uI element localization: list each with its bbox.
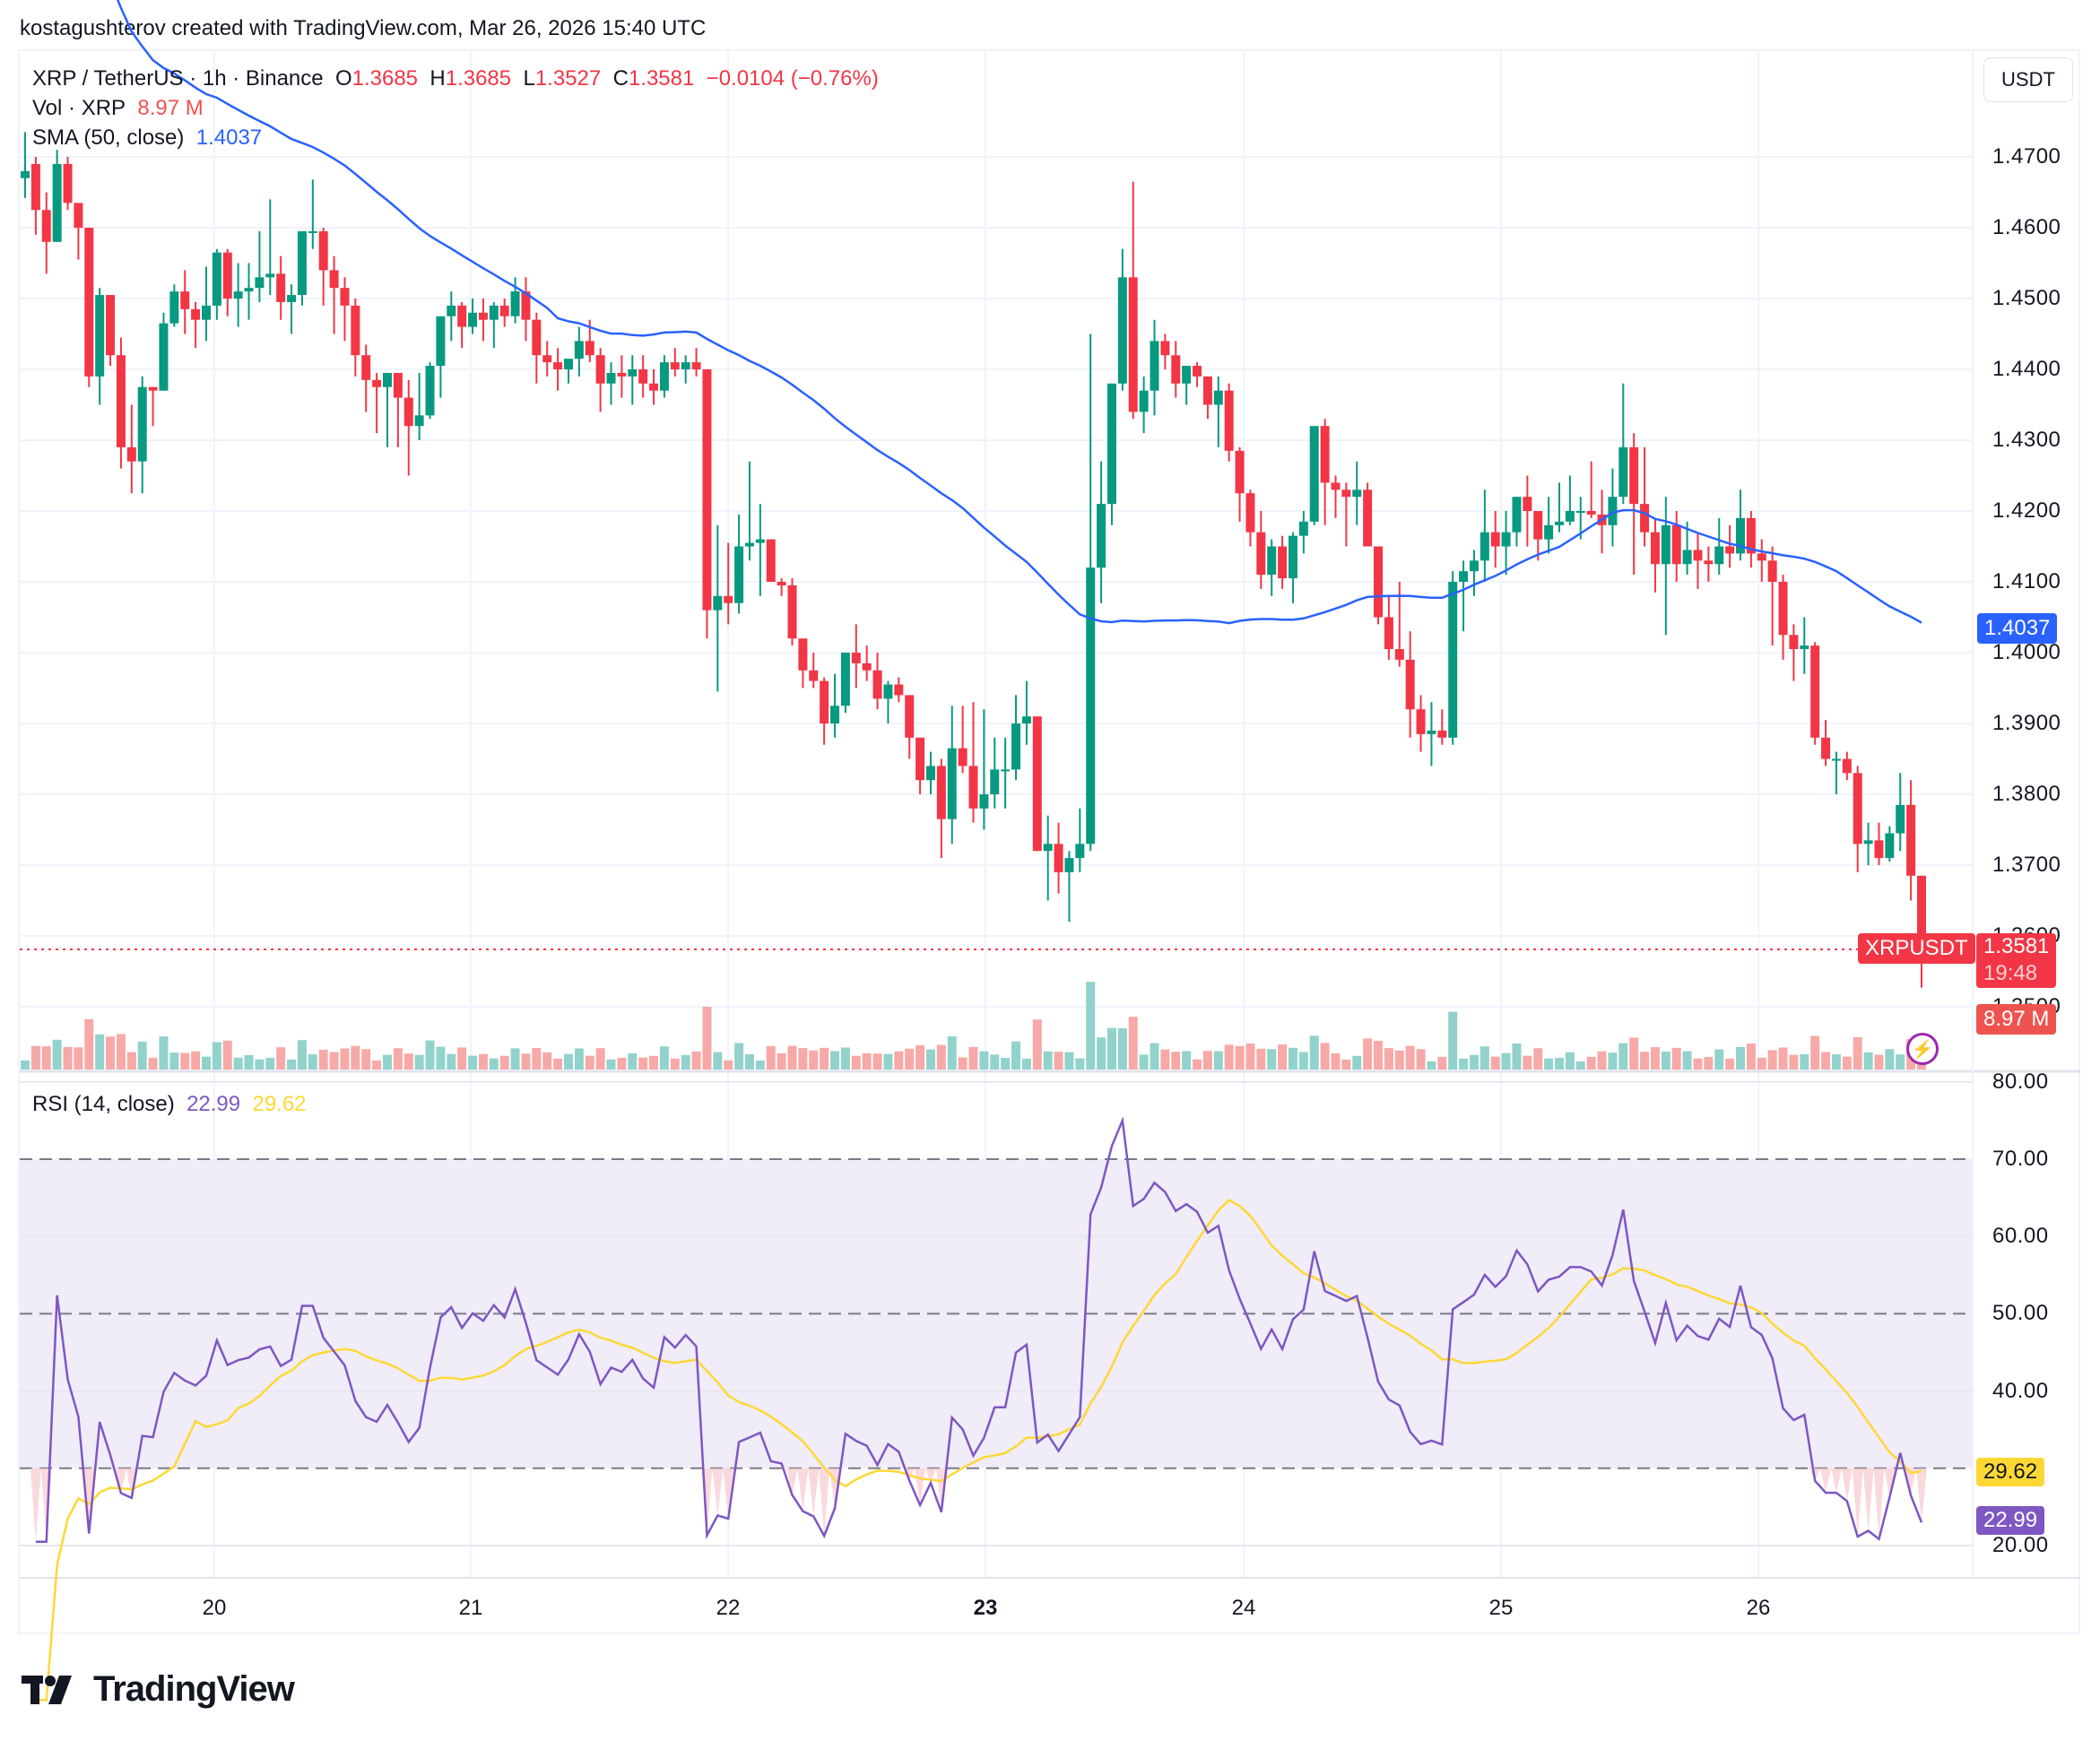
rsi-axis-label: 20.00 [1992, 1533, 2049, 1557]
sma-value: 1.4037 [195, 126, 263, 150]
rsi-axis-label: 40.00 [1992, 1378, 2049, 1403]
time-axis-label: 24 [1231, 1596, 1256, 1620]
tradingview-logo-icon [22, 1675, 72, 1704]
rsi-axis-label: 70.00 [1992, 1147, 2049, 1171]
price-axis-label: 1.4200 [1992, 498, 2061, 523]
price-axis-label: 1.4500 [1992, 286, 2061, 310]
lightning-icon[interactable]: ⚡ [1906, 1033, 1939, 1065]
last-price: 1.3581 [1983, 934, 2050, 958]
sma-price-tag: 1.4037 [1977, 613, 2058, 644]
rsi-legend[interactable]: RSI (14, close) 22.99 29.62 [32, 1092, 307, 1117]
sma-legend[interactable]: SMA (50, close) 1.4037 [32, 126, 262, 151]
volume-tag: 8.97 M [1976, 1004, 2057, 1035]
low-label: L [523, 66, 535, 91]
price-axis-label: 1.4600 [1992, 215, 2061, 239]
open-label: O [334, 66, 352, 91]
rsi-tag: 22.99 [1976, 1506, 2045, 1535]
brand-name: TradingView [93, 1669, 295, 1709]
symbol-price-tag: XRPUSDT [1858, 933, 1975, 964]
tradingview-logo: TradingView [22, 1669, 295, 1710]
rsi-ma-value: 29.62 [252, 1092, 307, 1116]
volume-label: Vol · XRP [32, 96, 126, 120]
low-value: 1.3527 [534, 66, 602, 91]
symbol-legend[interactable]: XRP / TetherUS · 1h · Binance O1.3685 H1… [32, 66, 879, 91]
time-axis-label: 26 [1746, 1596, 1771, 1620]
price-axis-label: 1.4300 [1992, 428, 2061, 452]
chart-frame [18, 49, 2080, 1634]
close-value: 1.3581 [628, 66, 695, 91]
high-label: H [430, 66, 446, 91]
time-axis-label: 23 [973, 1596, 998, 1620]
price-axis-label: 1.4400 [1992, 357, 2061, 381]
time-axis-label: 25 [1488, 1596, 1514, 1620]
price-axis-label: 1.4700 [1992, 144, 2061, 169]
rsi-ma-tag: 29.62 [1976, 1458, 2045, 1486]
rsi-axis-label: 80.00 [1992, 1069, 2049, 1094]
price-axis-label: 1.4100 [1992, 569, 2061, 593]
high-value: 1.3685 [445, 66, 512, 91]
rsi-value: 22.99 [187, 1092, 241, 1116]
time-axis-label: 20 [202, 1596, 227, 1620]
bar-countdown: 19:48 [1983, 961, 2038, 985]
sma-label: SMA (50, close) [32, 126, 185, 150]
currency-button[interactable]: USDT [1983, 57, 2073, 102]
price-axis-label: 1.3900 [1992, 711, 2061, 735]
rsi-label: RSI (14, close) [32, 1092, 175, 1116]
open-value: 1.3685 [351, 66, 419, 91]
price-axis-label: 1.3700 [1992, 853, 2061, 877]
change-value: −0.0104 (−0.76%) [706, 66, 879, 91]
time-axis-label: 22 [716, 1596, 741, 1620]
symbol-title: XRP / TetherUS · 1h · Binance [32, 66, 324, 91]
last-price-tag: 1.3581 19:48 [1976, 933, 2057, 988]
price-axis-label: 1.3800 [1992, 782, 2061, 806]
rsi-axis-label: 50.00 [1992, 1301, 2049, 1326]
rsi-axis-label: 60.00 [1992, 1224, 2049, 1249]
price-axis-label: 1.4000 [1992, 640, 2061, 664]
volume-value: 8.97 M [137, 96, 204, 120]
volume-legend[interactable]: Vol · XRP 8.97 M [32, 96, 204, 121]
time-axis-label: 21 [458, 1596, 483, 1620]
close-label: C [612, 66, 629, 91]
